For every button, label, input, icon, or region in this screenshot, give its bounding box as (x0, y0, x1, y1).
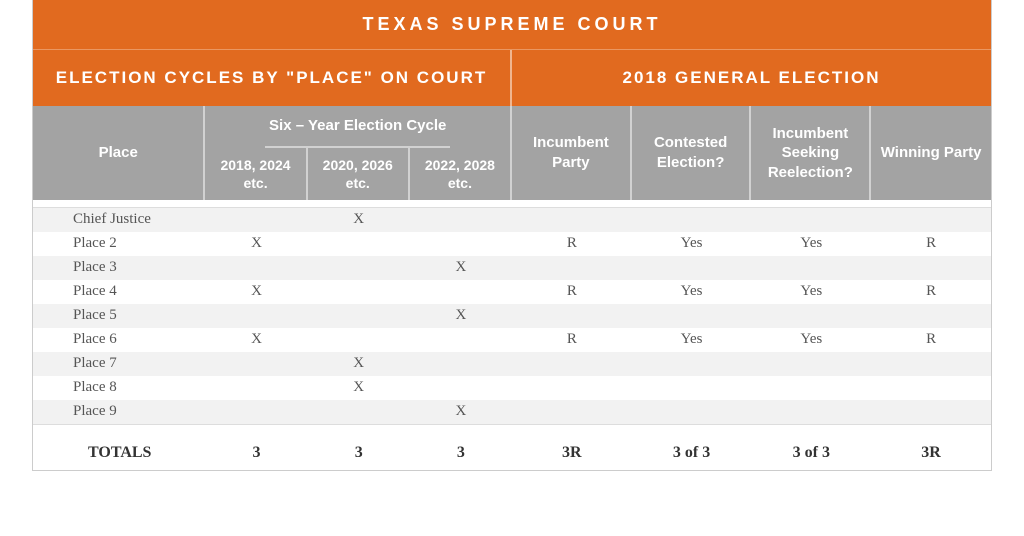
section-right-label: 2018 GENERAL ELECTION (512, 50, 991, 106)
cell-winning: R (871, 283, 991, 300)
table-row: Place 8 X (33, 376, 991, 400)
cell-cycle-b: X (308, 379, 410, 396)
cell-cycle-c: X (410, 403, 512, 420)
spacer (33, 424, 991, 434)
cell-place: Place 7 (33, 355, 205, 372)
header-cycle-b: 2020, 2026 etc. (308, 148, 410, 200)
totals-row: TOTALS 3 3 3 3R 3 of 3 3 of 3 3R (33, 434, 991, 470)
header-winning: Winning Party (871, 106, 991, 200)
cell-cycle-b: X (308, 211, 410, 228)
cell-contested: Yes (632, 331, 752, 348)
column-header-row: Place Six – Year Election Cycle 2018, 20… (33, 106, 991, 200)
cell-cycle-c: X (410, 259, 512, 276)
totals-label: TOTALS (33, 444, 205, 462)
cell-place: Place 5 (33, 307, 205, 324)
cell-winning: R (871, 331, 991, 348)
cell-winning: R (871, 235, 991, 252)
cell-contested: Yes (632, 283, 752, 300)
totals-incumbent: 3R (512, 444, 632, 462)
header-seeking: Incumbent Seeking Reelection? (751, 106, 871, 200)
spacer (33, 200, 991, 208)
cell-place: Place 8 (33, 379, 205, 396)
cell-seeking: Yes (751, 331, 871, 348)
table-row: Place 6XRYesYesR (33, 328, 991, 352)
table-row: Place 2XRYesYesR (33, 232, 991, 256)
table-row: Place 5 X (33, 304, 991, 328)
cell-place: Place 3 (33, 259, 205, 276)
header-incumbent: Incumbent Party (512, 106, 632, 200)
totals-winning: 3R (871, 444, 991, 462)
totals-contested: 3 of 3 (632, 444, 752, 462)
cell-contested: Yes (632, 235, 752, 252)
table-row: Chief Justice X (33, 208, 991, 232)
table-row: Place 3 X (33, 256, 991, 280)
cell-place: Place 2 (33, 235, 205, 252)
header-contested: Contested Election? (632, 106, 752, 200)
totals-cycle-c: 3 (410, 444, 512, 462)
totals-cycle-a: 3 (205, 444, 307, 462)
cell-incumbent: R (512, 331, 632, 348)
cell-place: Place 4 (33, 283, 205, 300)
cell-place: Place 6 (33, 331, 205, 348)
table-row: Place 4XRYesYesR (33, 280, 991, 304)
header-place: Place (33, 106, 205, 200)
cell-place: Chief Justice (33, 211, 205, 228)
data-rows: Chief JusticeXPlace 2XRYesYesRPlace 3XPl… (33, 208, 991, 424)
header-cycle-a: 2018, 2024 etc. (205, 148, 307, 200)
cell-cycle-c: X (410, 307, 512, 324)
header-cycle-group-label: Six – Year Election Cycle (265, 106, 450, 148)
table-container: TEXAS SUPREME COURT ELECTION CYCLES BY "… (32, 0, 992, 471)
totals-seeking: 3 of 3 (751, 444, 871, 462)
section-header-row: ELECTION CYCLES BY "PLACE" ON COURT 2018… (33, 49, 991, 106)
page-title: TEXAS SUPREME COURT (33, 0, 991, 49)
totals-cycle-b: 3 (308, 444, 410, 462)
cell-seeking: Yes (751, 283, 871, 300)
header-cycle-group: Six – Year Election Cycle 2018, 2024 etc… (205, 106, 512, 200)
cell-cycle-a: X (205, 283, 307, 300)
header-cycle-c: 2022, 2028 etc. (410, 148, 510, 200)
cell-cycle-b: X (308, 355, 410, 372)
cell-incumbent: R (512, 235, 632, 252)
cell-cycle-a: X (205, 331, 307, 348)
section-left-label: ELECTION CYCLES BY "PLACE" ON COURT (33, 50, 512, 106)
table-row: Place 9 X (33, 400, 991, 424)
cell-seeking: Yes (751, 235, 871, 252)
cell-place: Place 9 (33, 403, 205, 420)
table-row: Place 7 X (33, 352, 991, 376)
cell-incumbent: R (512, 283, 632, 300)
cell-cycle-a: X (205, 235, 307, 252)
